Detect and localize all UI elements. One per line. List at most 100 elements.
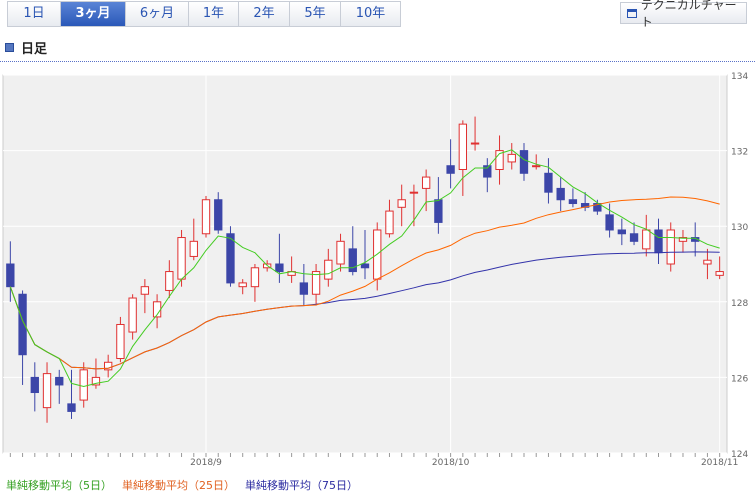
period-tabs: 1日 3ヶ月 6ヶ月 1年 2年 5年 10年 [7, 1, 401, 27]
technical-chart-button[interactable]: テクニカルチャート [620, 0, 747, 29]
tab-6-months[interactable]: 6ヶ月 [126, 2, 189, 26]
tab-3-months[interactable]: 3ヶ月 [61, 2, 126, 26]
candle [385, 199, 394, 238]
candle [311, 264, 321, 306]
candle-body [397, 199, 406, 208]
candle-body [360, 263, 370, 269]
candle-body [104, 361, 113, 371]
candle-body [532, 165, 541, 168]
candle [55, 369, 64, 404]
candle [30, 362, 39, 412]
candle [299, 264, 309, 306]
x-tick-label: 2018/9 [190, 458, 222, 468]
candle-body [250, 267, 260, 288]
tab-2-years[interactable]: 2年 [239, 2, 290, 26]
candle-body [519, 150, 529, 174]
candle [666, 222, 675, 272]
candle-body [446, 165, 455, 174]
tab-1-day[interactable]: 1日 [8, 2, 61, 26]
candle-body [116, 323, 125, 360]
candle-body [568, 199, 578, 205]
candle-body [409, 191, 419, 194]
candles [6, 116, 724, 423]
candle [642, 214, 651, 257]
tab-1-year[interactable]: 1年 [189, 2, 239, 26]
x-tick-label: 2018/10 [432, 458, 470, 468]
candle [336, 233, 345, 272]
candle [275, 233, 284, 283]
candle-body [299, 282, 309, 295]
candle [703, 248, 712, 280]
candle [507, 143, 516, 170]
square-bullet-icon [5, 43, 14, 52]
candle-body [18, 293, 27, 356]
candle-body [666, 229, 675, 265]
candle-body [605, 214, 614, 231]
candle [519, 143, 529, 181]
candle [18, 290, 27, 385]
candle-body [348, 248, 357, 273]
window-icon [627, 8, 637, 18]
candle-body [189, 240, 198, 257]
candle [79, 362, 88, 408]
candle-body [654, 229, 663, 254]
candle [189, 218, 198, 261]
candle [250, 264, 260, 302]
candle [128, 294, 137, 340]
candle [421, 169, 431, 212]
candle [6, 241, 15, 302]
candle [470, 116, 480, 151]
candle [483, 158, 492, 193]
candle-body [421, 176, 431, 189]
candle-body [678, 237, 688, 242]
y-tick-label: 126 [731, 374, 748, 384]
candle-body [617, 229, 626, 235]
candle-body [544, 172, 553, 193]
candle [556, 177, 565, 212]
candle [67, 369, 76, 419]
candle-body [715, 271, 724, 276]
candle-body [140, 286, 150, 295]
candle [691, 222, 700, 257]
candle-body [165, 271, 174, 291]
candle-body [556, 187, 565, 201]
candlestick-chart: 124 126 128 130 132 134 2018/9 2018/10 2018/11 [2, 72, 748, 468]
candle-body [67, 403, 76, 412]
candle-body [214, 199, 223, 231]
candle-body [30, 376, 39, 394]
y-tick-label: 128 [731, 299, 748, 309]
technical-chart-label: テクニカルチャート [640, 0, 737, 29]
candle [715, 256, 724, 280]
candle [42, 362, 52, 423]
section-title: 日足 [5, 38, 47, 57]
y-tick-label: 132 [731, 148, 748, 158]
y-tick-label: 134 [731, 72, 748, 82]
legend-ma5: 単純移動平均（5日） [6, 479, 112, 492]
candle-body [226, 233, 235, 284]
candle [678, 229, 688, 253]
y-axis-ticks: 124 126 128 130 132 134 [731, 72, 748, 460]
candle-body [458, 123, 468, 170]
candle [177, 229, 186, 287]
y-tick-label: 124 [731, 450, 748, 460]
candle [629, 222, 639, 246]
candle [116, 316, 125, 363]
candle [348, 226, 357, 276]
candle-body [495, 150, 504, 170]
candle-body [593, 203, 602, 212]
candle [495, 135, 504, 185]
candle-body [238, 282, 247, 288]
candle-body [483, 165, 492, 178]
candle-body [55, 376, 64, 386]
candle-body [434, 199, 443, 223]
candle-body [507, 153, 516, 163]
candle-body [201, 199, 211, 235]
candle [104, 354, 113, 378]
tab-5-years[interactable]: 5年 [290, 2, 341, 26]
candle [324, 248, 333, 287]
candle [165, 260, 174, 299]
tab-10-years[interactable]: 10年 [341, 2, 400, 26]
ma25-line [9, 196, 720, 370]
candle [214, 192, 223, 234]
x-tick-label: 2018/11 [701, 458, 738, 468]
